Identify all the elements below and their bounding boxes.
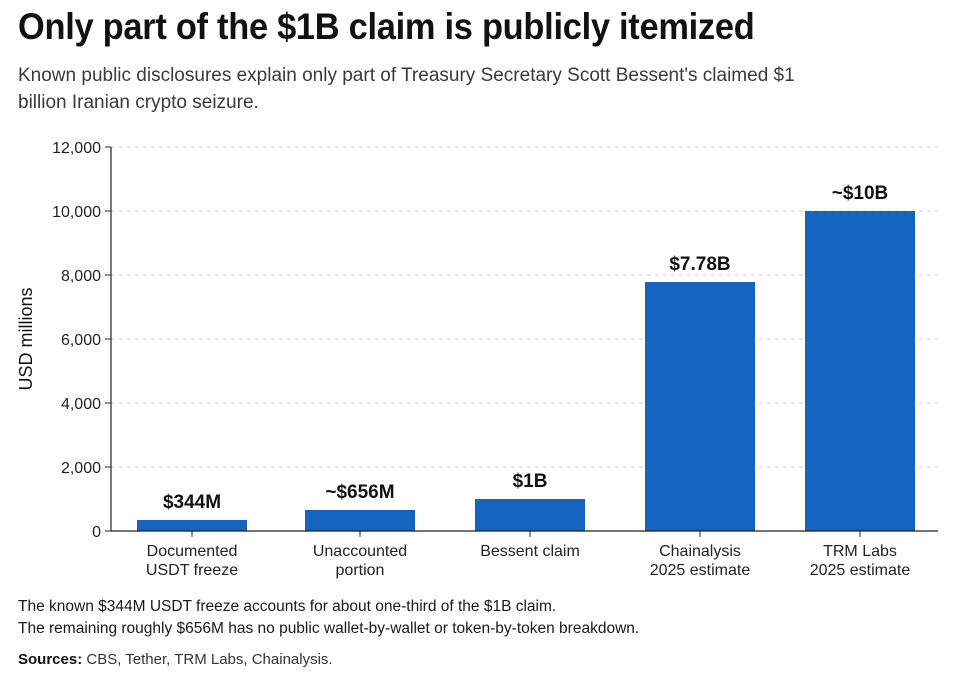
y-tick-label: 10,000 — [52, 204, 101, 221]
y-tick-label: 12,000 — [52, 140, 101, 157]
x-tick-label: USDT freeze — [146, 562, 238, 579]
bars — [137, 211, 915, 531]
bar-value-label: $344M — [163, 492, 221, 513]
x-tick-label: Chainalysis — [659, 543, 741, 560]
chart-title: Only part of the $1B claim is publicly i… — [18, 6, 755, 47]
bar — [475, 499, 585, 531]
gridlines — [111, 146, 938, 468]
y-tick-label: 2,000 — [61, 460, 101, 477]
bar — [137, 519, 247, 531]
footnote-1: The known $344M USDT freeze accounts for… — [18, 598, 557, 615]
x-axis: Documented USDT freeze Unaccounted portion B… — [111, 530, 938, 579]
bar-value-label: $1B — [513, 471, 548, 492]
bar — [805, 211, 915, 531]
y-axis-label: USD millions — [16, 287, 36, 390]
x-tick-label: 2025 estimate — [810, 562, 911, 579]
x-tick-label: portion — [336, 562, 385, 579]
bar-chart: 0 2,000 4,000 6,000 8,000 10,000 12,000 $344M ~… — [16, 140, 938, 579]
y-axis: 0 2,000 4,000 6,000 8,000 10,000 12,000 — [52, 140, 112, 541]
x-tick-label: TRM Labs — [823, 543, 897, 560]
bar — [305, 510, 415, 531]
x-tick-label: 2025 estimate — [650, 562, 751, 579]
bar-value-label: $7.78B — [669, 254, 730, 275]
x-tick-label: Documented — [147, 543, 238, 560]
sources-text: CBS, Tether, TRM Labs, Chainalysis. — [82, 651, 333, 668]
sources-label: Sources: — [18, 651, 83, 668]
footnote-2: The remaining roughly $656M has no publi… — [18, 620, 640, 637]
y-tick-label: 8,000 — [61, 268, 101, 285]
sources-line: Sources: CBS, Tether, TRM Labs, Chainaly… — [18, 651, 333, 668]
bar-value-label: ~$656M — [325, 482, 394, 503]
x-tick-label: Unaccounted — [313, 543, 407, 560]
bar-value-label: ~$10B — [832, 183, 889, 204]
x-tick-label: Bessent claim — [480, 543, 580, 560]
y-tick-label: 4,000 — [61, 396, 101, 413]
chart-subtitle: Known public disclosures explain only pa… — [18, 65, 795, 113]
bar — [645, 282, 755, 531]
data-labels: $344M ~$656M $1B $7.78B ~$10B — [163, 183, 888, 513]
y-tick-label: 0 — [92, 524, 101, 541]
y-tick-label: 6,000 — [61, 332, 101, 349]
